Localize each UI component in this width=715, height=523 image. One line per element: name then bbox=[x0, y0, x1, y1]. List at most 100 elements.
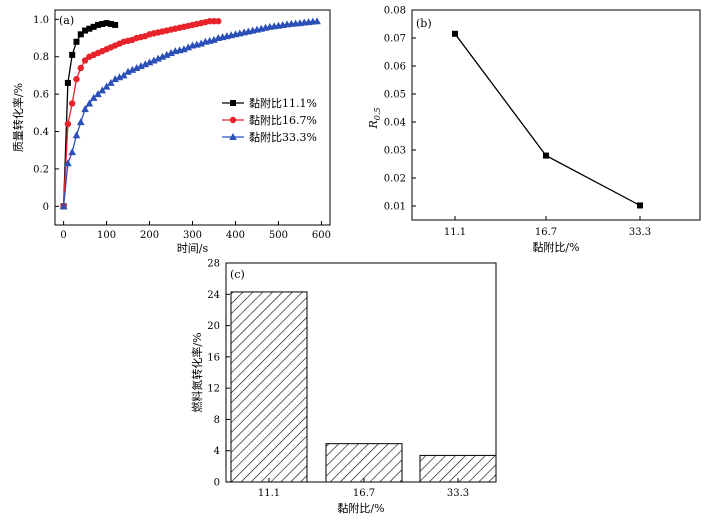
y-tick-label: 0.03 bbox=[384, 146, 406, 157]
y-tick-label: 0 bbox=[214, 478, 220, 489]
data-point bbox=[59, 202, 68, 210]
y-tick-label: 0.02 bbox=[384, 174, 406, 185]
y-axis-label: R0.5 bbox=[367, 107, 382, 129]
data-point bbox=[112, 21, 119, 28]
y-tick-label: 20 bbox=[207, 321, 220, 332]
y-axis-label: 质量转化率/% bbox=[11, 83, 25, 152]
data-point bbox=[77, 64, 84, 72]
data-point bbox=[637, 202, 643, 209]
data-point bbox=[197, 39, 205, 47]
panel-a: (a) 0 100 200 300 400 500 600 0 0.2 0.4 0.6 0.8 1.0 时间… bbox=[11, 9, 331, 255]
legend-marker bbox=[229, 116, 237, 124]
data-point bbox=[102, 82, 111, 90]
x-tick-label: 16.7 bbox=[353, 488, 375, 499]
y-tick-label: 0.4 bbox=[33, 127, 49, 138]
y-tick-label: 0.06 bbox=[384, 62, 406, 73]
data-point bbox=[64, 159, 72, 167]
data-point bbox=[158, 52, 167, 60]
y-tick-label: 0.04 bbox=[384, 118, 406, 129]
x-tick-label: 11.1 bbox=[258, 488, 280, 499]
y-tick-label: 0.07 bbox=[384, 34, 406, 45]
data-point bbox=[85, 99, 94, 107]
x-tick-label: 100 bbox=[97, 230, 116, 241]
legend-label: 黏附比33.3% bbox=[249, 130, 317, 144]
x-tick-label: 33.3 bbox=[447, 488, 469, 499]
y-tick-label: 0 bbox=[43, 202, 49, 213]
y-tick-label: 0.6 bbox=[33, 90, 49, 101]
data-point bbox=[68, 148, 76, 156]
series-1 bbox=[60, 18, 222, 210]
data-point bbox=[76, 118, 85, 126]
x-tick-label: 400 bbox=[226, 230, 245, 241]
legend-marker bbox=[230, 100, 236, 106]
data-point bbox=[72, 131, 81, 139]
x-tick-label: 600 bbox=[312, 230, 331, 241]
data-point bbox=[180, 45, 188, 53]
x-tick-label: 300 bbox=[183, 230, 202, 241]
data-point bbox=[69, 51, 76, 58]
y-tick-label: 8 bbox=[214, 415, 220, 426]
y-tick-label: 0.8 bbox=[33, 52, 49, 63]
y-tick-label: 0.01 bbox=[384, 202, 406, 213]
panel-b: (b) 11.1 16.7 33.3 0.01 0.02 0.03 0.04 0.05 0.06 0… bbox=[367, 6, 701, 254]
x-tick-label: 200 bbox=[140, 230, 159, 241]
x-tick-label: 500 bbox=[269, 230, 288, 241]
y-tick-label: 4 bbox=[214, 446, 220, 457]
data-point bbox=[94, 90, 102, 98]
data-point bbox=[162, 50, 171, 58]
y-tick-label: 0.05 bbox=[384, 90, 406, 101]
data-point bbox=[82, 27, 89, 34]
plot-frame bbox=[225, 262, 497, 483]
data-point bbox=[64, 79, 71, 86]
data-point bbox=[132, 63, 141, 71]
bar bbox=[230, 291, 308, 483]
data-point bbox=[94, 21, 101, 28]
data-point bbox=[98, 86, 107, 94]
data-point bbox=[73, 38, 80, 45]
data-point bbox=[90, 23, 97, 30]
data-point bbox=[184, 43, 193, 51]
y-tick-label: 0.2 bbox=[33, 164, 49, 175]
series-line bbox=[454, 33, 641, 207]
data-point bbox=[86, 25, 93, 32]
legend-label: 黏附比11.1% bbox=[249, 96, 317, 110]
data-point bbox=[107, 78, 115, 86]
x-tick-label: 16.7 bbox=[535, 227, 557, 238]
data-point bbox=[137, 62, 145, 70]
data-point bbox=[68, 100, 76, 107]
data-point bbox=[141, 60, 150, 68]
data-point bbox=[64, 120, 72, 128]
bar bbox=[325, 443, 403, 483]
x-axis-label: 时间/s bbox=[177, 242, 209, 255]
data-point bbox=[154, 54, 162, 62]
data-point bbox=[210, 35, 218, 43]
data-point bbox=[124, 67, 132, 75]
x-axis-label: 黏附比/% bbox=[532, 240, 579, 254]
panel-c: (c) 11.1 16.7 33.3 0 4 8 12 16 20 24 28 黏附比/% 燃料氮转化率/… bbox=[190, 259, 497, 515]
data-point bbox=[313, 17, 321, 25]
data-point bbox=[119, 71, 128, 79]
data-point bbox=[81, 105, 89, 113]
legend-label: 黏附比16.7% bbox=[249, 113, 317, 127]
data-point bbox=[81, 57, 89, 64]
data-point bbox=[89, 93, 98, 101]
data-point bbox=[103, 20, 110, 27]
data-point bbox=[111, 75, 119, 83]
y-tick-label: 1.0 bbox=[33, 15, 49, 26]
data-point bbox=[150, 56, 158, 64]
series-2 bbox=[59, 17, 321, 210]
data-point bbox=[128, 65, 137, 73]
plot-frame bbox=[411, 9, 701, 221]
x-tick-label: 0 bbox=[60, 230, 66, 241]
y-axis-label: 燃料氮转化率/% bbox=[190, 332, 204, 412]
data-point bbox=[215, 18, 222, 25]
y-tick-label: 28 bbox=[207, 259, 220, 270]
y-tick-label: 0.08 bbox=[384, 6, 406, 17]
series-line bbox=[62, 20, 219, 207]
panel-label: (a) bbox=[59, 14, 74, 27]
data-point bbox=[107, 21, 114, 28]
panel-label: (c) bbox=[230, 268, 245, 281]
data-point bbox=[452, 30, 458, 37]
data-point bbox=[73, 75, 80, 83]
